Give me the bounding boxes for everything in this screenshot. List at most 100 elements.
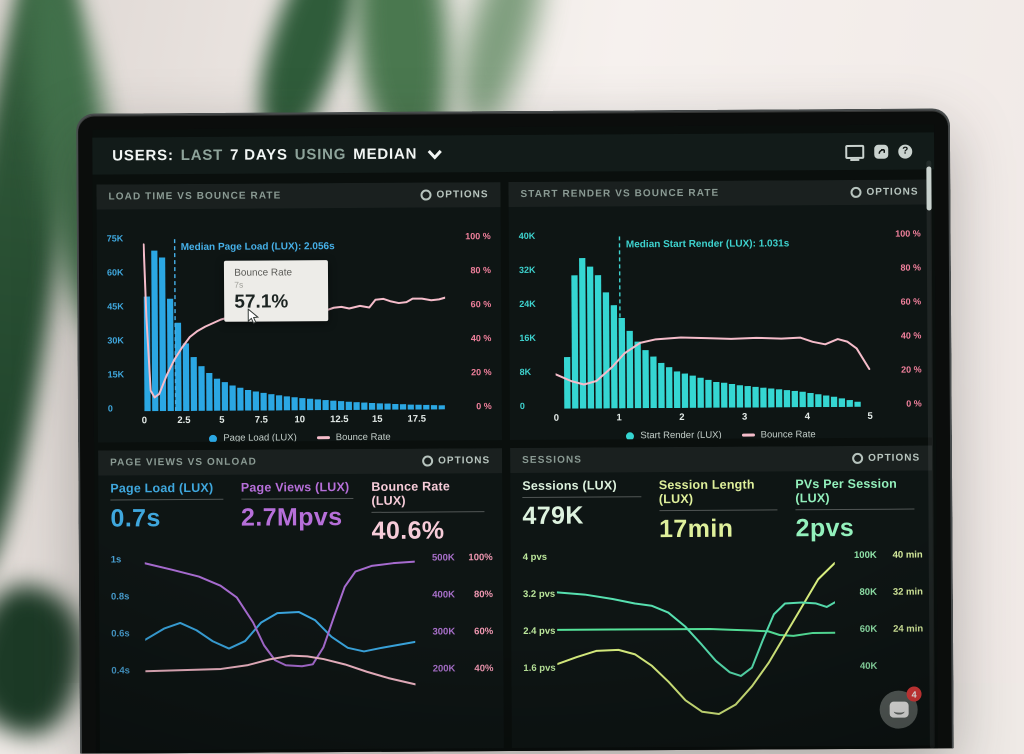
histogram-bar [579,258,587,409]
panel-sessions: SESSIONS OPTIONS Sessions (LUX) 479K Ses… [510,445,934,749]
series-line [557,591,836,677]
metric-value: 2pvs [795,513,855,543]
axis-label: 24 min [893,623,924,635]
axis-label: 75K [106,233,124,244]
axis-label: 16K [519,332,536,343]
histogram-bar [752,386,759,408]
histogram-bar [415,404,422,410]
panel-grid: LOAD TIME VS BOUNCE RATE OPTIONS 75K 60K 4… [92,179,937,751]
histogram-bar [783,390,791,408]
gear-icon [850,186,862,198]
histogram-bar [283,396,291,411]
legend-item[interactable]: Start Render (LUX) [626,430,722,440]
axis-label: 8K [519,366,532,377]
title-part: 7 DAYS [230,146,288,164]
title-part: LAST [180,146,224,165]
axis-label: 40K [518,230,536,241]
metric-rule [240,497,354,500]
metric-value: 2.7Mpvs [240,503,343,532]
titlebar-icons: ? [845,144,913,159]
metrics-row: Sessions (LUX) 479K Session Length (LUX)… [510,470,932,545]
histogram-bar [174,322,182,412]
legend-item[interactable]: Page Load (LUX) [209,432,297,443]
histogram-bar [399,404,407,410]
metric-label: PVs Per Session (LUX) [795,476,898,506]
axis-label: 3.2 pvs [522,588,556,600]
axis-label: 24K [519,298,536,309]
options-label: OPTIONS [438,455,491,467]
metric-value: 479K [522,501,584,530]
plot-area [557,547,836,748]
axis-label: 32K [518,264,536,275]
histogram-bar [658,362,665,409]
axis-tick: 0 [141,415,148,427]
legend-swatch [626,431,635,440]
options-label: OPTIONS [866,186,919,198]
histogram-bar [221,382,229,411]
axis-label: 100% [468,552,493,564]
histogram-bar [423,404,430,410]
options-button[interactable]: OPTIONS [422,455,491,467]
histogram-bar [244,389,252,411]
histogram-bar [681,373,689,408]
histogram-bar [602,292,610,409]
start-render-histogram: 40K 32K 24K 16K 8K 0 100 % 80 % 60 % 40 % 20 % 0 % M… [509,204,932,441]
axis-label: 0 [519,400,525,411]
histogram-bar [322,400,329,411]
metric-label: Sessions (LUX) [522,478,617,493]
metric-page-views: Page Views (LUX) 2.7Mpvs [241,480,372,547]
options-button[interactable]: OPTIONS [852,453,920,464]
axis-tick: 7.5 [254,414,268,426]
series-line [557,628,835,637]
title-part: USING [294,146,347,164]
histogram-bar [438,405,445,410]
axis-tick: 3 [741,411,748,423]
metric-sessions: Sessions (LUX) 479K [522,478,659,545]
axis-label: 0 % [906,398,922,409]
axis-label: 0.4s [111,665,130,677]
axis-label: 500K [431,552,455,564]
histogram-bar [376,403,383,410]
axis-label: 30K [107,335,124,346]
metric-session-length: Session Length (LUX) 17min [659,477,796,544]
help-icon[interactable]: ? [898,144,913,159]
axis-tick: 1 [616,412,622,424]
axis-tick: 2.5 [177,414,191,427]
share-icon[interactable] [874,144,889,159]
axis-label: 300K [432,626,456,638]
histogram-bar [799,391,806,408]
gear-icon [422,455,434,467]
legend-item[interactable]: Bounce Rate [741,429,816,440]
histogram-bar [268,394,275,411]
plot-area: Median Start Render (LUX): 1.031s [555,235,876,409]
histogram-bar [586,266,595,409]
axis-label: 0 % [476,401,492,412]
axis-label: 400K [432,589,455,601]
metric-label: Page Views (LUX) [240,480,350,495]
axis-label: 20 % [471,367,492,378]
y-axis-right: 100 % 80 % 60 % 40 % 20 % 0 % [465,231,492,411]
chat-launcher-button[interactable]: 4 [879,686,922,729]
metric-value: 17min [658,514,734,544]
legend-item[interactable]: Bounce Rate [316,432,391,443]
histogram-bar [361,402,368,410]
panel-header: LOAD TIME VS BOUNCE RATE OPTIONS [96,182,501,210]
dashboard-scope-dropdown[interactable]: USERS: LAST 7 DAYS USING MEDIAN [112,145,442,164]
scrollbar-thumb[interactable] [926,166,932,211]
histogram-bar [430,405,438,410]
display-icon[interactable] [845,144,865,159]
chat-bubble-icon [889,701,909,718]
legend-label: Page Load (LUX) [223,432,297,443]
histogram-bar [744,386,751,408]
axis-label: 200K [432,663,456,675]
laptop-screen: USERS: LAST 7 DAYS USING MEDIAN ? [76,108,954,754]
options-button[interactable]: OPTIONS [850,186,919,198]
plot-area: Median Page Load (LUX): 2.056s Bounce Rat… [143,237,446,412]
chevron-down-icon [427,149,442,160]
series-line [145,655,415,686]
axis-tick: 2 [679,411,685,423]
histogram-bar [807,392,814,408]
options-button[interactable]: OPTIONS [420,189,489,201]
histogram-bar [353,402,360,410]
histogram-bar [626,330,634,409]
